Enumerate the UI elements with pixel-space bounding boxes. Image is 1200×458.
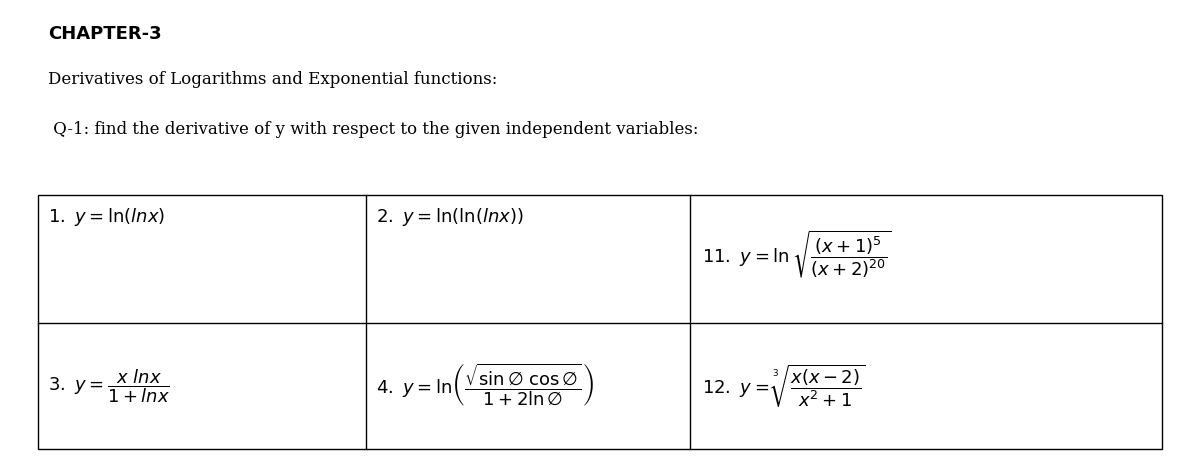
Text: Q-1: find the derivative of y with respect to the given independent variables:: Q-1: find the derivative of y with respe… bbox=[48, 121, 698, 138]
Text: $3.\ y = \dfrac{x\ \mathit{ln}x}{1 + \mathit{ln}x}$: $3.\ y = \dfrac{x\ \mathit{ln}x}{1 + \ma… bbox=[48, 367, 170, 405]
Text: $2.\ y = \ln(\ln(\mathit{ln}x))$: $2.\ y = \ln(\ln(\mathit{ln}x))$ bbox=[376, 206, 523, 228]
Text: $11.\ y = \ln\sqrt{\dfrac{(x+1)^5}{(x+2)^{20}}}$: $11.\ y = \ln\sqrt{\dfrac{(x+1)^5}{(x+2)… bbox=[702, 228, 892, 280]
Text: $4.\ y = \ln\!\left(\dfrac{\sqrt{\sin\emptyset\ \cos\emptyset}}{1 + 2\ln\emptyse: $4.\ y = \ln\!\left(\dfrac{\sqrt{\sin\em… bbox=[376, 362, 594, 409]
Bar bbox=[38, 195, 1162, 449]
Text: $1.\ y = \ln(\mathit{ln}x)$: $1.\ y = \ln(\mathit{ln}x)$ bbox=[48, 206, 166, 228]
Text: $12.\ y = \sqrt[3]{\dfrac{x(x-2)}{x^2+1}}$: $12.\ y = \sqrt[3]{\dfrac{x(x-2)}{x^2+1}… bbox=[702, 362, 865, 409]
Text: CHAPTER-3: CHAPTER-3 bbox=[48, 25, 162, 43]
Text: Derivatives of Logarithms and Exponential functions:: Derivatives of Logarithms and Exponentia… bbox=[48, 71, 497, 88]
